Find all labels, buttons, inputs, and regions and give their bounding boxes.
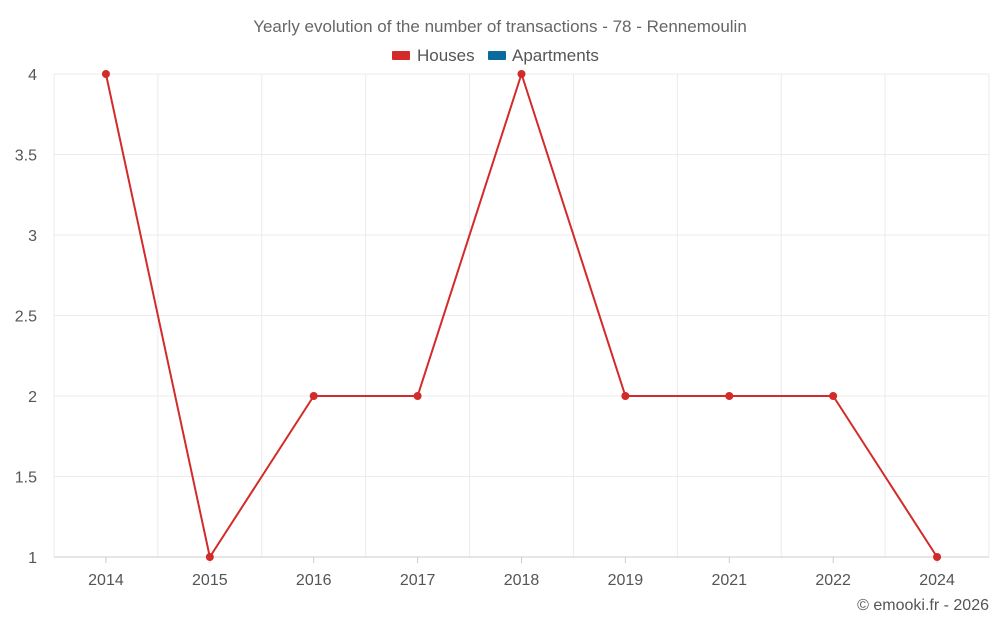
houses-point[interactable] [413, 392, 422, 400]
houses-point[interactable] [205, 553, 214, 561]
x-tick-label: 2024 [919, 572, 955, 589]
y-tick-label: 4 [28, 67, 37, 84]
x-tick-label: 2016 [296, 572, 332, 589]
y-tick-label: 2.5 [15, 309, 37, 326]
houses-point[interactable] [829, 392, 838, 400]
y-tick-label: 1 [28, 550, 37, 567]
y-tick-label: 2 [28, 389, 37, 406]
legend-swatch-houses [392, 51, 410, 60]
y-tick-label: 3.5 [15, 148, 37, 165]
y-tick-label: 1.5 [15, 470, 37, 487]
houses-point[interactable] [101, 70, 110, 78]
x-tick-label: 2022 [815, 572, 851, 589]
credit-text: © emooki.fr - 2026 [857, 597, 989, 614]
houses-point[interactable] [725, 392, 734, 400]
chart-title: Yearly evolution of the number of transa… [253, 17, 747, 36]
legend-item-apartments[interactable]: Apartments [488, 46, 599, 65]
houses-point[interactable] [933, 553, 942, 561]
houses-point[interactable] [517, 70, 526, 78]
x-tick-label: 2019 [608, 572, 644, 589]
legend-swatch-apartments [488, 51, 506, 60]
x-tick-label: 2014 [88, 572, 124, 589]
legend-label-houses: Houses [417, 46, 475, 65]
axes: 1 1.5 2 2.5 3 3.5 4 2014 2015 2016 2017 2018 2019 202… [15, 67, 989, 589]
x-tick-label: 2015 [192, 572, 228, 589]
legend: Houses Apartments [392, 46, 599, 65]
x-tick-label: 2018 [504, 572, 540, 589]
houses-point[interactable] [621, 392, 630, 400]
x-tick-label: 2017 [400, 572, 436, 589]
legend-item-houses[interactable]: Houses [392, 46, 475, 65]
houses-point[interactable] [309, 392, 318, 400]
y-tick-label: 3 [28, 228, 37, 245]
legend-label-apartments: Apartments [512, 46, 599, 65]
x-tick-label: 2021 [711, 572, 747, 589]
series-houses [101, 70, 942, 561]
